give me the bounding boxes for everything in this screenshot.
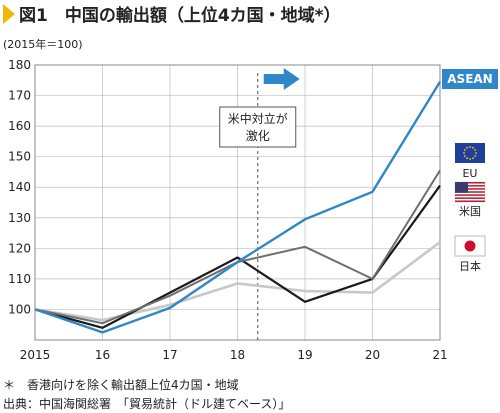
x-tick-label: 20 <box>365 348 380 362</box>
annotation-line-1: 米中対立が <box>228 111 288 126</box>
legend-asean-label: ASEAN <box>447 72 492 86</box>
japan-flag-icon <box>454 235 486 257</box>
x-tick-label: 2015 <box>20 348 51 362</box>
y-tick-label: 170 <box>8 89 31 103</box>
us-flag-icon <box>454 181 486 203</box>
y-tick-label: 120 <box>8 241 31 255</box>
y-tick-labels: 100 110 120 130 140 150 160 170 180 <box>8 58 31 316</box>
y-tick-label: 180 <box>8 58 31 72</box>
x-tick-label: 18 <box>230 348 245 362</box>
series-lines <box>34 81 442 334</box>
annotation-line-2: 激化 <box>246 129 270 143</box>
source-note: 出典：中国海関総署 「貿易統計（ドル建てベース）」 <box>3 396 290 411</box>
y-axis-unit-label: (2015年＝100) <box>3 37 83 51</box>
y-tick-label: 140 <box>8 180 31 194</box>
x-tick-labels: 2015 16 17 18 19 20 21 <box>20 348 448 362</box>
eu-flag-icon <box>455 143 485 163</box>
legend-japan-label: 日本 <box>459 259 481 273</box>
y-tick-label: 100 <box>8 302 31 316</box>
chart-title: 図1 中国の輸出額（上位4カ国・地域*） <box>19 5 341 26</box>
legend-eu-label: EU <box>462 167 477 180</box>
x-tick-label: 19 <box>297 348 312 362</box>
annotation-box <box>219 106 297 148</box>
x-tick-label: 21 <box>432 348 447 362</box>
series-line-0 <box>34 81 442 334</box>
legend: ASEAN EU 米国 日本 <box>442 69 498 273</box>
x-tick-label: 17 <box>162 348 177 362</box>
y-tick-label: 110 <box>8 272 31 286</box>
plot-frame <box>34 64 441 341</box>
footnote: ＊ 香港向けを除く輸出額上位4カ国・地域 <box>3 377 239 392</box>
x-tick-label: 16 <box>95 348 110 362</box>
title-marker-icon <box>3 4 15 24</box>
legend-asean-badge <box>442 69 498 89</box>
y-tick-label: 130 <box>8 211 31 225</box>
grid-lines <box>34 64 441 341</box>
y-tick-label: 150 <box>8 150 31 164</box>
series-line-3 <box>34 241 441 322</box>
legend-us-label: 米国 <box>459 205 481 218</box>
right-arrow-icon <box>263 68 300 90</box>
y-tick-label: 160 <box>8 119 31 133</box>
